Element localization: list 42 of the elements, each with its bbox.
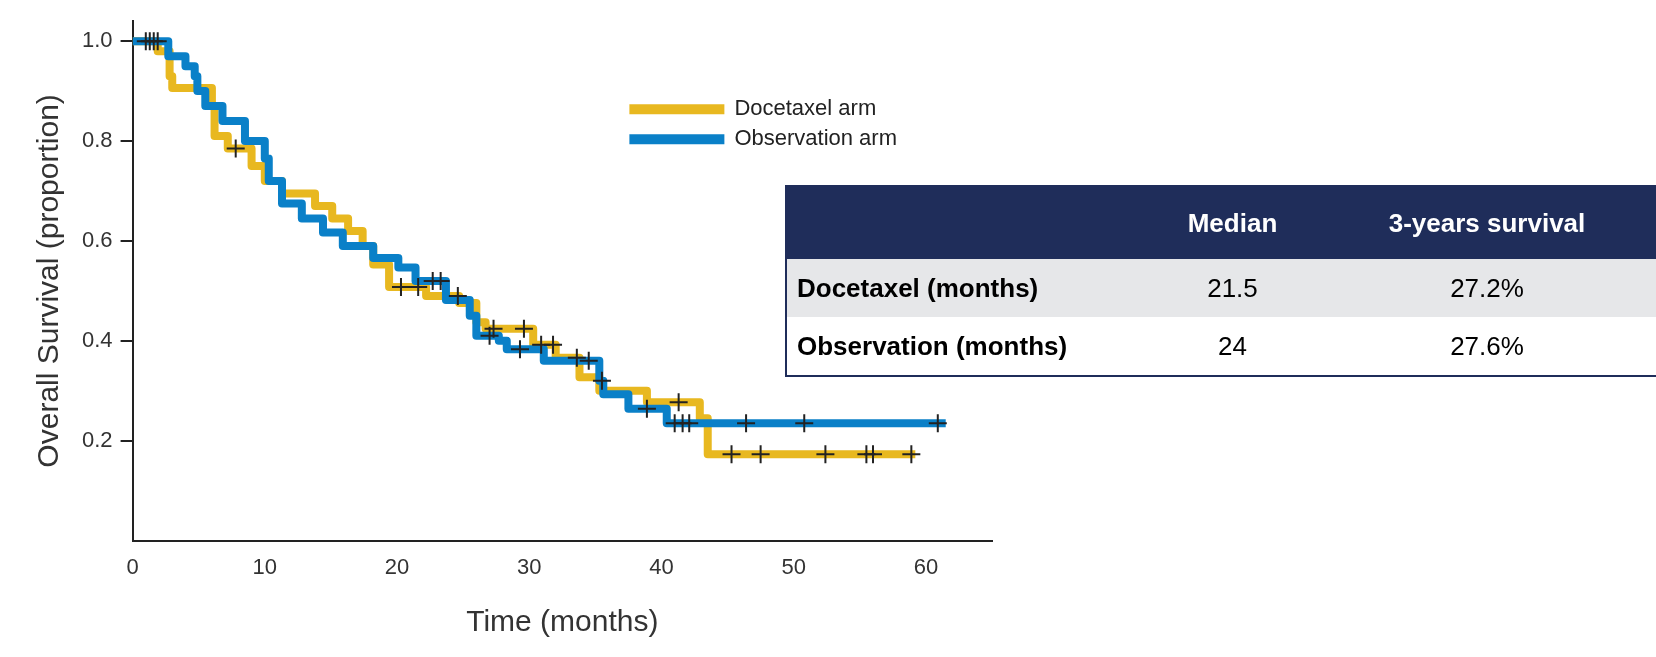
point	[390, 276, 411, 297]
x-axis-title: Time (months)	[466, 604, 659, 638]
point	[513, 318, 534, 339]
y-axis-title: Overall Survival (proportion)	[31, 94, 65, 468]
x-tick-label: 50	[781, 553, 806, 579]
point	[679, 413, 700, 434]
legend-label: Docetaxel arm	[734, 95, 877, 121]
annotation: Observation (months)	[796, 329, 1069, 363]
point	[408, 276, 429, 297]
point	[794, 413, 815, 434]
y-tick-label: 0.8	[81, 127, 113, 153]
point	[509, 339, 530, 360]
point	[578, 350, 599, 371]
point	[591, 370, 612, 391]
point	[815, 444, 836, 465]
annotation: Docetaxel (months)	[787, 259, 1147, 317]
x-tick-label: 20	[384, 553, 410, 579]
point	[750, 444, 771, 465]
y-tick-label: 0.6	[81, 227, 113, 253]
y-tick-label: 0.2	[81, 426, 113, 452]
y-tick-label: 0.4	[81, 326, 113, 352]
x-tick-label: 60	[913, 553, 939, 579]
point	[636, 398, 657, 419]
point	[483, 318, 504, 339]
point	[447, 285, 468, 306]
point	[736, 413, 757, 434]
point	[225, 138, 246, 159]
point	[543, 334, 564, 355]
y-tick-label: 1.0	[81, 27, 113, 53]
x-tick-label: 0	[126, 553, 139, 579]
x-tick-label: 40	[649, 553, 674, 579]
point	[479, 325, 500, 346]
point	[566, 347, 587, 368]
point	[721, 444, 742, 465]
x-tick-label: 10	[252, 553, 278, 579]
summary-table: Median 3-years survival Docetaxel (months) 21.5 27.2% Observation (months) 24 27.6%	[785, 185, 1656, 377]
point	[668, 392, 689, 413]
legend-label: Observation arm	[734, 125, 898, 151]
point	[863, 444, 883, 465]
x-tick-label: 30	[516, 553, 542, 579]
point	[927, 413, 948, 434]
point	[901, 444, 922, 465]
